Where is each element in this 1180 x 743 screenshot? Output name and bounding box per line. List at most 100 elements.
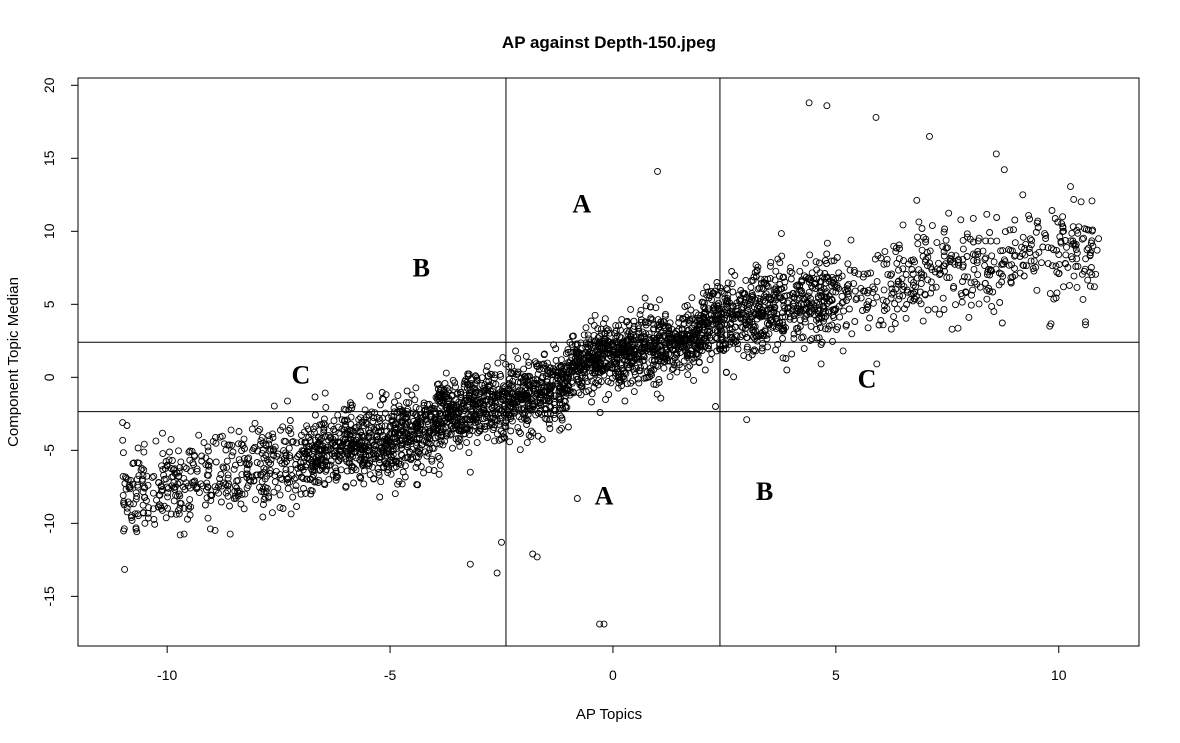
data-point [1086, 268, 1094, 276]
data-point [371, 447, 379, 455]
data-point [663, 346, 671, 354]
data-point [228, 452, 236, 460]
data-point [227, 426, 235, 434]
data-point [245, 472, 253, 480]
data-point [789, 290, 797, 297]
data-point [378, 453, 385, 461]
data-point [224, 492, 232, 500]
data-point [144, 514, 152, 522]
data-point [134, 459, 142, 467]
data-point [412, 419, 420, 427]
data-point [240, 505, 248, 513]
data-point [551, 401, 559, 408]
data-point [161, 465, 169, 473]
data-point [526, 372, 534, 380]
data-point [647, 364, 655, 372]
data-point [1087, 239, 1095, 247]
data-point [864, 324, 872, 332]
data-point [390, 430, 398, 438]
data-point [198, 452, 206, 460]
data-point [348, 467, 356, 474]
data-point [317, 446, 325, 454]
data-point [588, 398, 595, 406]
data-point [376, 401, 384, 409]
data-point [899, 285, 907, 293]
data-point [204, 447, 212, 455]
data-point [237, 500, 245, 508]
data-point [286, 424, 294, 432]
data-point [119, 436, 127, 444]
data-point [993, 237, 1001, 245]
data-point [634, 336, 642, 344]
data-point [910, 256, 917, 264]
data-point [216, 433, 224, 441]
data-point [873, 360, 881, 368]
data-point [816, 324, 824, 332]
data-point [201, 501, 209, 509]
data-point [150, 472, 158, 480]
data-point [377, 444, 385, 452]
data-point [356, 443, 364, 450]
data-point [701, 342, 709, 350]
data-point [577, 391, 585, 399]
data-point [405, 448, 413, 455]
data-point [379, 431, 386, 439]
data-point [266, 447, 274, 455]
data-point [640, 352, 647, 360]
data-point [712, 315, 720, 323]
data-point [1019, 191, 1027, 199]
data-point [787, 275, 795, 283]
data-point [830, 314, 838, 321]
data-point [800, 272, 808, 280]
data-point [699, 336, 707, 344]
data-point [1084, 226, 1092, 234]
data-point [138, 475, 146, 483]
data-point [815, 315, 822, 322]
data-point [435, 454, 443, 462]
data-point [1067, 183, 1074, 191]
data-point [466, 560, 474, 568]
data-point [635, 351, 643, 359]
data-point [454, 438, 462, 446]
data-point [798, 290, 806, 298]
data-point [195, 431, 203, 439]
data-point [1033, 286, 1041, 294]
data-point [959, 245, 967, 253]
data-point [466, 426, 473, 434]
data-point [684, 371, 692, 379]
data-point [954, 324, 962, 332]
data-point [558, 424, 565, 432]
data-point [700, 323, 708, 331]
data-point [238, 440, 246, 448]
data-point [693, 350, 701, 358]
data-point [1005, 261, 1013, 269]
data-point [797, 288, 805, 296]
data-point [652, 304, 660, 312]
data-point [823, 239, 831, 247]
data-point [1086, 282, 1094, 290]
data-point [579, 372, 586, 380]
data-point [758, 284, 766, 292]
data-point [308, 457, 316, 464]
data-point [964, 273, 972, 281]
data-point [790, 294, 798, 302]
data-point [417, 463, 425, 471]
data-point [276, 504, 284, 512]
data-point [784, 308, 791, 316]
data-point [1026, 235, 1034, 243]
data-point [445, 406, 453, 414]
data-point [756, 284, 763, 292]
data-point [180, 475, 188, 483]
data-point [758, 279, 765, 287]
data-point [132, 495, 140, 503]
data-point [965, 313, 973, 321]
data-point [369, 418, 377, 426]
data-point [542, 362, 550, 370]
data-point [824, 325, 832, 333]
data-point [988, 252, 996, 260]
data-point [463, 415, 471, 423]
data-point [367, 424, 375, 432]
data-point [456, 415, 464, 423]
data-point [587, 317, 595, 325]
